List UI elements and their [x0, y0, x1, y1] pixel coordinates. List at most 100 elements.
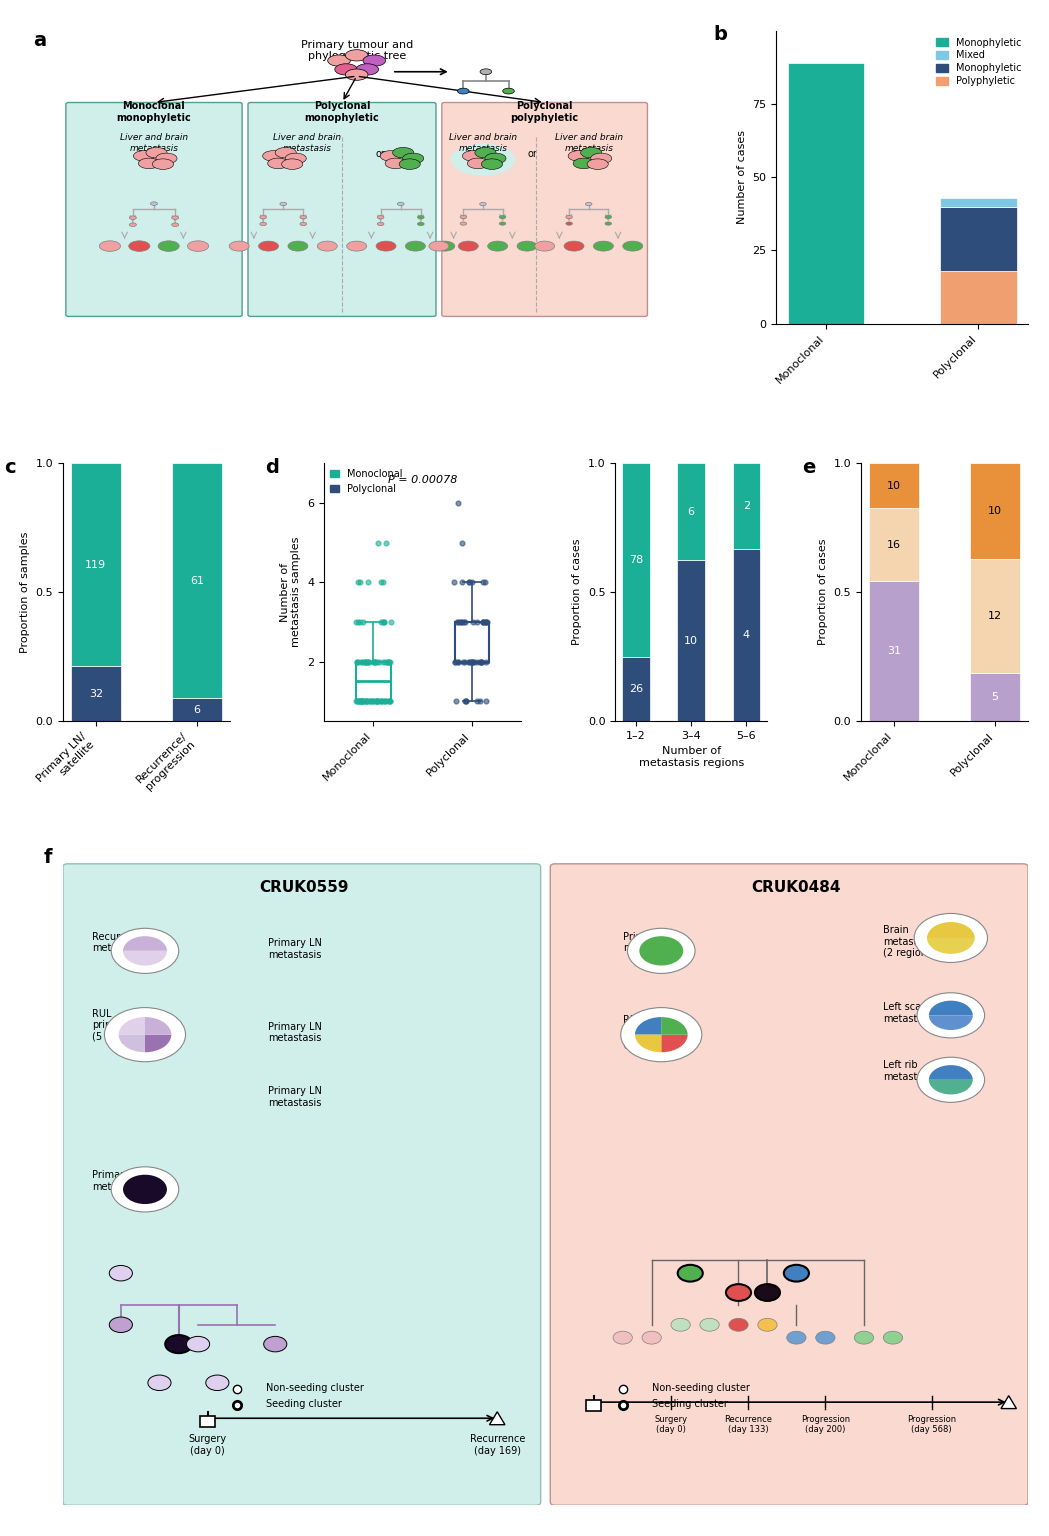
Text: 5: 5 — [991, 693, 999, 702]
Point — [360, 570, 377, 594]
Point — [348, 690, 365, 714]
Circle shape — [156, 154, 177, 164]
Text: Recurrence
(day 169): Recurrence (day 169) — [470, 1435, 524, 1456]
Legend: Monophyletic, Mixed, Monophyletic, Polyphyletic: Monophyletic, Mixed, Monophyletic, Polyp… — [935, 35, 1023, 88]
Point — [474, 610, 491, 634]
Point — [374, 610, 391, 634]
Point — [365, 650, 382, 674]
Bar — [678, 464, 705, 561]
Text: b: b — [713, 25, 727, 45]
Circle shape — [502, 88, 514, 94]
Point — [449, 610, 466, 634]
Circle shape — [517, 241, 537, 250]
Point — [450, 610, 467, 634]
Y-axis label: Number of cases: Number of cases — [736, 131, 747, 224]
Text: Seeding cluster: Seeding cluster — [265, 1399, 342, 1409]
Y-axis label: Proportion of cases: Proportion of cases — [573, 539, 582, 645]
Wedge shape — [119, 1017, 145, 1035]
Text: 6: 6 — [688, 507, 694, 516]
Point — [357, 650, 373, 674]
Text: Liver and brain
metastasis: Liver and brain metastasis — [555, 134, 623, 152]
Y-axis label: Number of
metastasis samples: Number of metastasis samples — [280, 538, 301, 647]
Circle shape — [479, 203, 487, 206]
Circle shape — [403, 154, 424, 164]
Point — [469, 690, 486, 714]
Text: Recurrence LN
metastasis: Recurrence LN metastasis — [92, 931, 164, 954]
Point — [376, 610, 392, 634]
Point — [476, 570, 493, 594]
Circle shape — [399, 158, 421, 169]
Text: RLL
primary
(4 regions): RLL primary (4 regions) — [623, 1015, 676, 1049]
Circle shape — [854, 1332, 874, 1344]
Point — [365, 650, 382, 674]
Point — [477, 690, 494, 714]
Bar — [869, 581, 919, 720]
Circle shape — [429, 241, 449, 250]
Bar — [586, 1401, 601, 1410]
Point — [446, 570, 463, 594]
Point — [349, 690, 366, 714]
Point — [473, 650, 490, 674]
Text: Recurrence
(day 133): Recurrence (day 133) — [724, 1415, 772, 1435]
Circle shape — [573, 158, 595, 169]
Bar — [200, 1416, 215, 1427]
Text: CRUK0559: CRUK0559 — [259, 880, 349, 895]
Text: Primary tumour and
phylogenetic tree: Primary tumour and phylogenetic tree — [300, 40, 413, 61]
Circle shape — [755, 1284, 780, 1301]
Text: Polyclonal
polyphyletic: Polyclonal polyphyletic — [511, 101, 579, 123]
Circle shape — [100, 241, 121, 252]
Circle shape — [594, 241, 614, 250]
Point — [358, 690, 374, 714]
Circle shape — [917, 992, 985, 1038]
Circle shape — [398, 203, 404, 206]
Wedge shape — [123, 935, 167, 951]
Point — [448, 690, 465, 714]
Y-axis label: Proportion of cases: Proportion of cases — [818, 539, 828, 645]
Circle shape — [129, 223, 136, 226]
Circle shape — [335, 65, 358, 75]
Text: 2: 2 — [743, 501, 750, 511]
Text: Non-seeding cluster: Non-seeding cluster — [651, 1382, 750, 1393]
PathPatch shape — [356, 662, 390, 702]
Circle shape — [251, 143, 316, 175]
Point — [374, 650, 391, 674]
Bar — [788, 63, 864, 324]
Point — [464, 650, 480, 674]
Circle shape — [564, 241, 584, 250]
Circle shape — [138, 158, 159, 169]
Circle shape — [158, 241, 179, 252]
Circle shape — [392, 147, 413, 158]
Point — [451, 610, 468, 634]
Point — [452, 610, 469, 634]
Point — [464, 570, 480, 594]
Point — [366, 650, 383, 674]
Circle shape — [281, 158, 303, 169]
Circle shape — [605, 215, 612, 218]
Circle shape — [129, 241, 150, 252]
Point — [366, 650, 383, 674]
Circle shape — [457, 88, 469, 94]
Text: 78: 78 — [628, 554, 643, 565]
Circle shape — [463, 151, 484, 161]
FancyBboxPatch shape — [66, 103, 242, 316]
Point — [352, 690, 369, 714]
Point — [365, 690, 382, 714]
Circle shape — [148, 1375, 171, 1390]
Point — [366, 690, 383, 714]
Point — [354, 650, 370, 674]
Circle shape — [260, 215, 266, 220]
Text: 10: 10 — [886, 481, 901, 492]
Text: 26: 26 — [628, 684, 643, 694]
Point — [351, 570, 368, 594]
Point — [472, 690, 489, 714]
Point — [372, 610, 389, 634]
Bar — [678, 561, 705, 720]
Circle shape — [591, 154, 612, 164]
Point — [382, 690, 399, 714]
Bar — [172, 464, 222, 697]
Circle shape — [109, 1266, 132, 1281]
Point — [359, 650, 376, 674]
Text: 6: 6 — [194, 705, 200, 714]
Point — [474, 610, 491, 634]
Circle shape — [556, 143, 621, 175]
